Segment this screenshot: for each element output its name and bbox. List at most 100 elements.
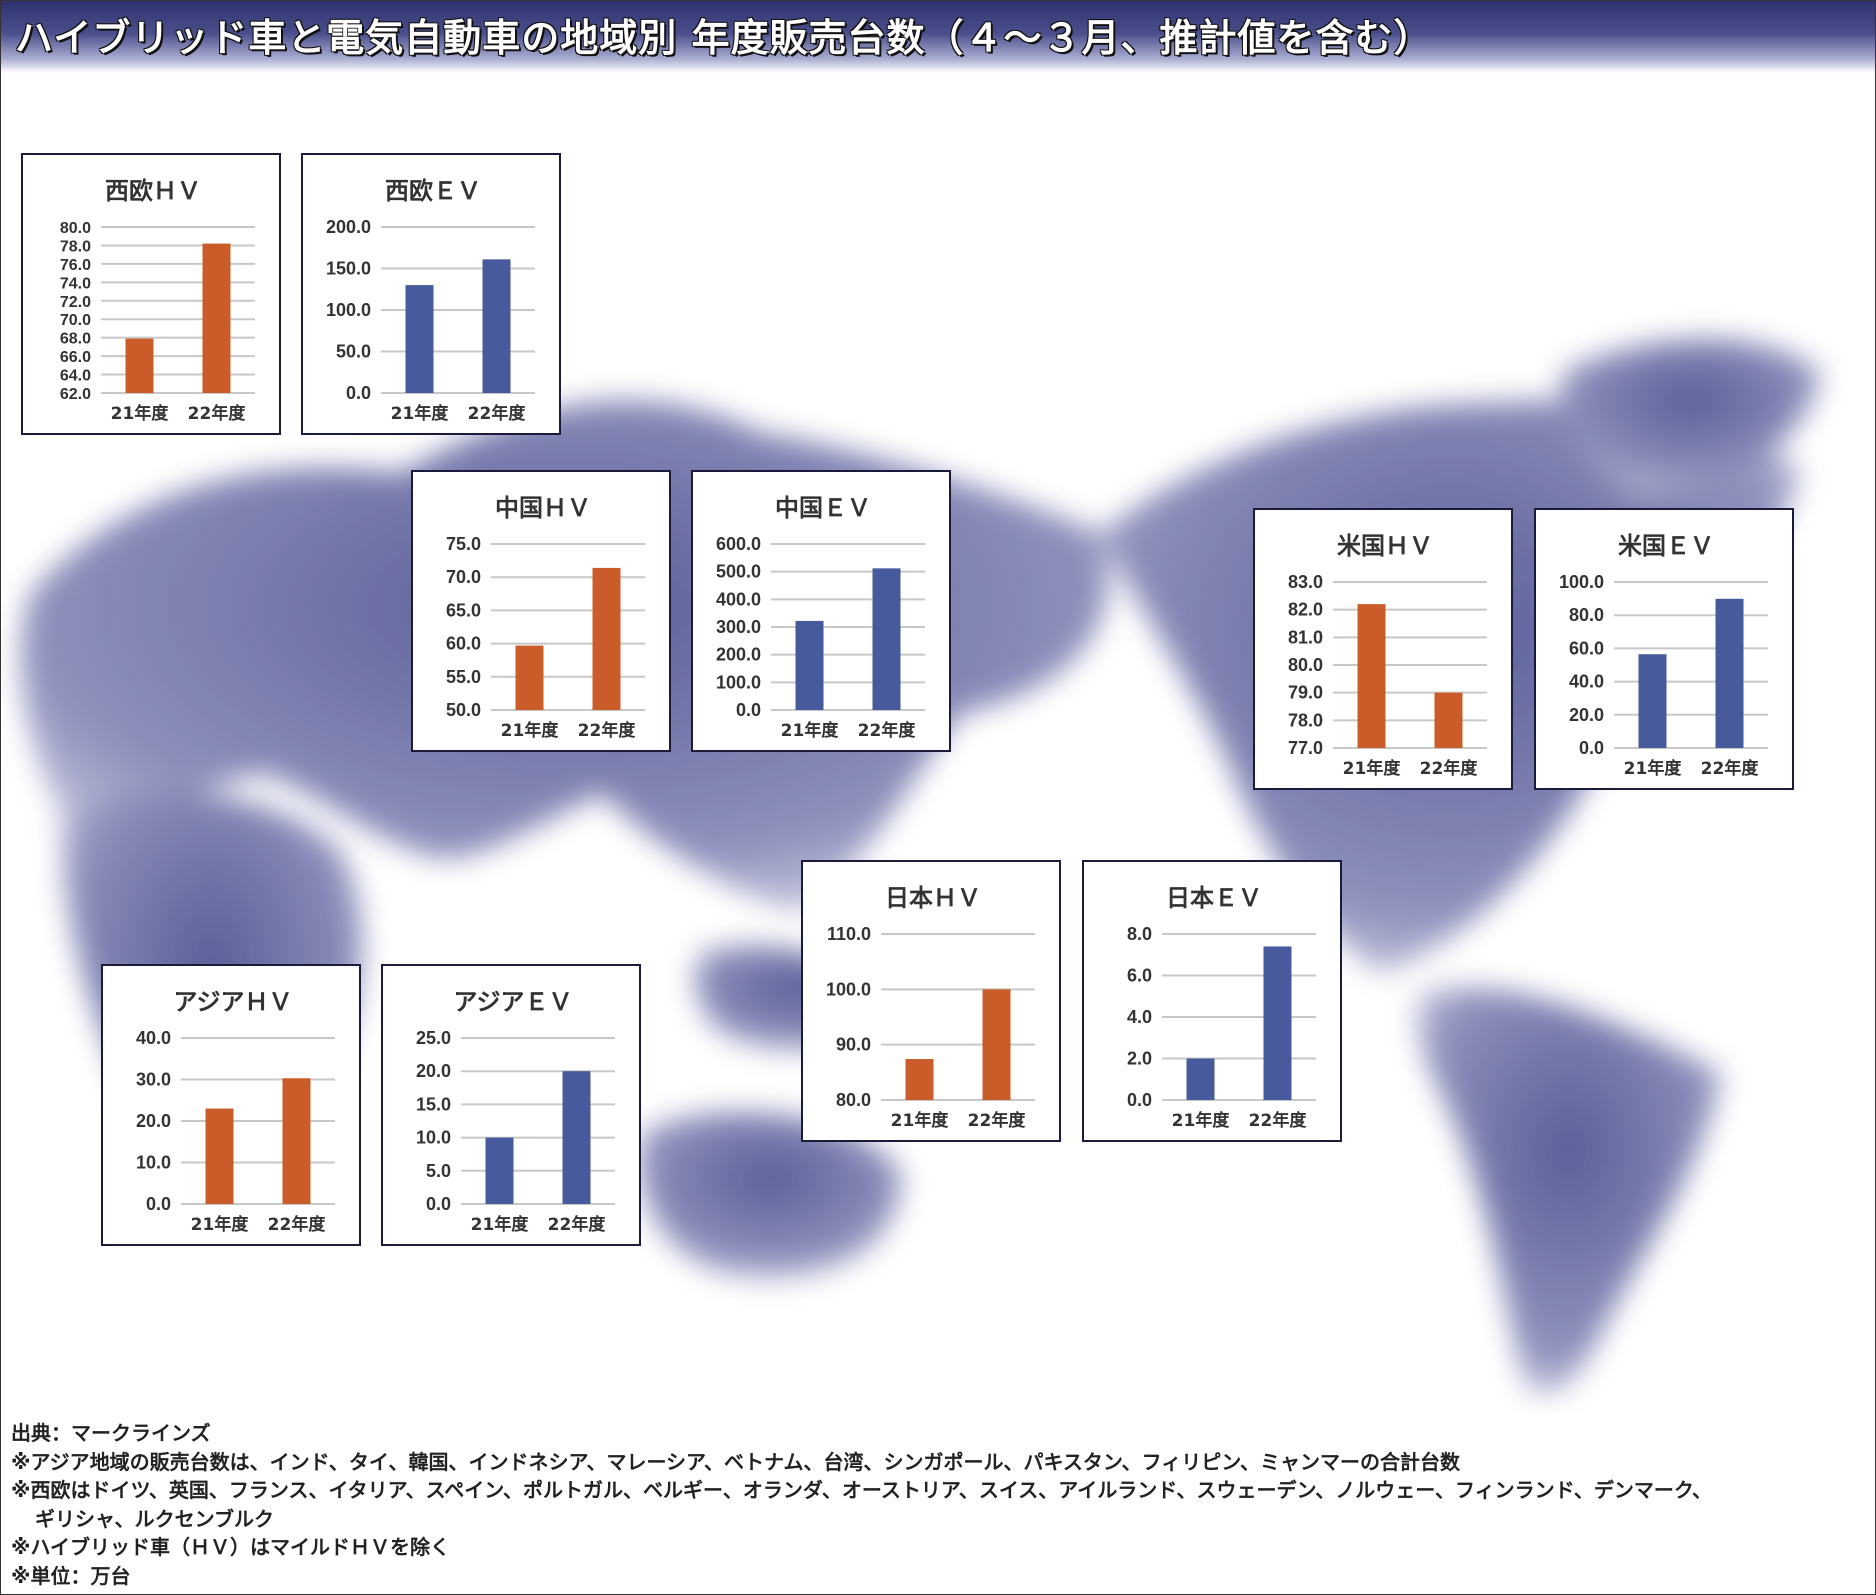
chart-cn-hv: 中国ＨＶ 50.0 55.0 60.0 65.0 70.0 75.0 21年度 22年度 (411, 470, 671, 752)
bar-21年度 (405, 285, 434, 393)
x-tick-label: 22年度 (468, 403, 527, 424)
y-tick-label: 66.0 (60, 349, 91, 366)
chart-title: アジアＥＶ (453, 988, 572, 1016)
y-tick-label: 20.0 (136, 1111, 171, 1131)
y-tick-label: 70.0 (60, 312, 91, 329)
y-tick-label: 200.0 (326, 217, 371, 237)
x-tick-label: 22年度 (968, 1110, 1027, 1131)
chart-weu-ev: 西欧ＥＶ 0.0 50.0 100.0 150.0 200.0 21年度 22年度 (301, 153, 561, 435)
y-tick-label: 77.0 (1288, 738, 1323, 758)
x-tick-label: 22年度 (1701, 758, 1760, 779)
chart-title: 中国ＨＶ (495, 494, 591, 522)
bar-22年度 (1434, 692, 1463, 748)
y-tick-label: 68.0 (60, 331, 91, 348)
y-tick-label: 76.0 (60, 257, 91, 274)
chart-title: 日本ＥＶ (1166, 884, 1262, 912)
western-europe-note-cont: ギリシャ、ルクセンブルク (35, 1506, 274, 1531)
y-tick-label: 81.0 (1288, 627, 1323, 647)
chart-jp-hv: 日本ＨＶ 80.0 90.0 100.0 110.0 21年度 22年度 (801, 860, 1061, 1142)
bar-21年度 (1186, 1058, 1215, 1100)
x-tick-label: 21年度 (391, 403, 450, 424)
chart-title: 米国ＥＶ (1618, 532, 1714, 560)
y-tick-label: 78.0 (1288, 710, 1323, 730)
y-tick-label: 60.0 (1569, 638, 1604, 658)
y-tick-label: 79.0 (1288, 683, 1323, 703)
y-tick-label: 25.0 (416, 1028, 451, 1048)
y-tick-label: 8.0 (1127, 924, 1152, 944)
chart-svg: 日本ＥＶ 0.0 2.0 4.0 6.0 8.0 21年度 22年度 (1127, 884, 1316, 1131)
chart-svg: 西欧ＨＶ 62.064.0 66.068.0 70.072.0 74.076.0 78.0… (60, 177, 255, 424)
y-tick-label: 0.0 (1579, 738, 1604, 758)
y-tick-label: 78.0 (60, 238, 91, 255)
y-tick-label: 110.0 (827, 924, 871, 944)
y-tick-label: 20.0 (1569, 705, 1604, 725)
x-tick-label: 21年度 (891, 1110, 950, 1131)
title-bar: ハイブリッド車と電気自動車の地域別 年度販売台数（４～３月、推計値を含む） (1, 1, 1875, 73)
y-tick-label: 100.0 (716, 672, 761, 692)
y-tick-label: 60.0 (446, 634, 481, 654)
y-tick-label: 50.0 (446, 700, 481, 720)
chart-svg: アジアＥＶ 0.0 5.0 10.0 15.0 20.0 25.0 21年度 22年度 (416, 988, 615, 1235)
x-tick-label: 21年度 (781, 720, 840, 741)
bar-21年度 (125, 338, 154, 393)
chart-title: アジアＨＶ (173, 988, 292, 1016)
chart-asia-ev: アジアＥＶ 0.0 5.0 10.0 15.0 20.0 25.0 21年度 22年度 (381, 964, 641, 1246)
y-tick-label: 400.0 (716, 589, 761, 609)
x-tick-label: 22年度 (268, 1214, 327, 1235)
chart-us-hv: 米国ＨＶ 77.0 78.0 79.0 80.0 81.0 82.0 83.0 21年度 22年度 (1253, 508, 1513, 790)
y-tick-label: 80.0 (60, 220, 91, 237)
greenland-shape (1561, 339, 1821, 493)
y-tick-label: 83.0 (1288, 572, 1323, 592)
bar-21年度 (515, 645, 544, 710)
y-tick-label: 10.0 (136, 1153, 171, 1173)
x-tick-label: 22年度 (188, 403, 247, 424)
bar-22年度 (982, 989, 1011, 1100)
y-tick-label: 50.0 (336, 342, 371, 362)
chart-title: 米国ＨＶ (1337, 532, 1433, 560)
y-tick-label: 40.0 (1569, 672, 1604, 692)
y-tick-label: 64.0 (60, 368, 91, 385)
y-tick-label: 90.0 (836, 1035, 871, 1055)
y-tick-label: 5.0 (426, 1161, 451, 1181)
x-tick-label: 21年度 (191, 1214, 250, 1235)
chart-title: 西欧ＨＶ (105, 177, 201, 205)
y-tick-label: 300.0 (716, 617, 761, 637)
y-tick-label: 15.0 (416, 1094, 451, 1114)
bar-21年度 (205, 1108, 234, 1204)
y-tick-label: 74.0 (60, 275, 91, 292)
bar-22年度 (202, 243, 231, 393)
chart-title: 日本ＨＶ (885, 884, 981, 912)
x-tick-label: 22年度 (578, 720, 637, 741)
chart-svg: アジアＨＶ 0.0 10.0 20.0 30.0 40.0 21年度 22年度 (136, 988, 335, 1235)
x-tick-label: 22年度 (1420, 758, 1479, 779)
bar-22年度 (562, 1071, 591, 1204)
y-tick-label: 200.0 (716, 645, 761, 665)
y-tick-label: 500.0 (716, 562, 761, 582)
chart-svg: 日本ＨＶ 80.0 90.0 100.0 110.0 21年度 22年度 (826, 884, 1035, 1131)
australia-shape (639, 1112, 901, 1279)
y-tick-label: 82.0 (1288, 600, 1323, 620)
bar-22年度 (482, 259, 511, 393)
y-tick-label: 0.0 (1127, 1090, 1152, 1110)
chart-title: 中国ＥＶ (775, 494, 871, 522)
chart-weu-hv: 西欧ＨＶ 62.0 64.0 66.0 68.0 70.0 72.0 74.0 76.0 78.0… (21, 153, 281, 435)
y-tick-label: 65.0 (446, 600, 481, 620)
chart-asia-hv: アジアＨＶ 0.0 10.0 20.0 30.0 40.0 21年度 22年度 (101, 964, 361, 1246)
y-tick-label: 6.0 (1127, 966, 1152, 986)
y-tick-label: 100.0 (326, 300, 371, 320)
x-tick-label: 21年度 (1624, 758, 1683, 779)
asia-note: ※アジア地域の販売台数は、インド、タイ、韓国、インドネシア、マレーシア、ベトナム… (11, 1449, 1461, 1474)
y-tick-label: 20.0 (416, 1061, 451, 1081)
y-tick-label: 0.0 (146, 1194, 171, 1214)
x-tick-label: 21年度 (1343, 758, 1402, 779)
chart-svg: 米国ＨＶ 77.0 78.0 79.0 80.0 81.0 82.0 83.0 21年度 22年度 (1288, 532, 1487, 779)
bar-22年度 (282, 1078, 311, 1204)
chart-svg: 中国ＥＶ 0.0 100.0 200.0 300.0 400.0 500.0 600.0 21年… (716, 494, 925, 741)
western-europe-note: ※西欧はドイツ、英国、フランス、イタリア、スペイン、ポルトガル、ベルギー、オラン… (11, 1478, 1713, 1502)
footnotes: 出典：マークラインズ ※アジア地域の販売台数は、インド、タイ、韓国、インドネシア… (11, 1419, 1712, 1590)
unit-note: ※単位：万台 (11, 1563, 131, 1588)
bar-21年度 (1638, 654, 1667, 748)
x-tick-label: 21年度 (501, 720, 560, 741)
chart-svg: 西欧ＥＶ 0.0 50.0 100.0 150.0 200.0 21年度 22年度 (326, 177, 535, 424)
